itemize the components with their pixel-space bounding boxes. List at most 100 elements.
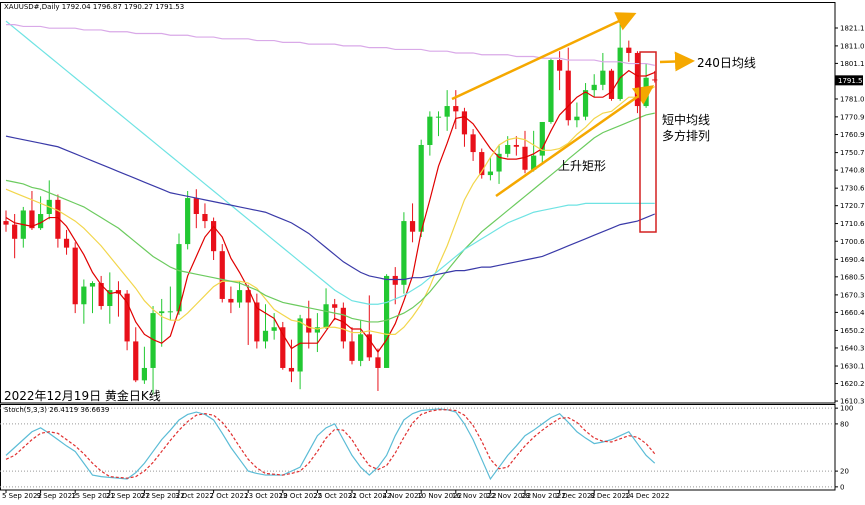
x-tick-label: 27 Sep 2022 bbox=[140, 492, 184, 500]
x-tick-label: 5 Sep 2022 bbox=[2, 492, 42, 500]
stoch-title: Stoch(5,3,3) 26.4119 36.6639 bbox=[4, 406, 109, 414]
candle-body bbox=[297, 318, 303, 372]
y-tick-label: 80 bbox=[840, 420, 849, 428]
annotation: 上升矩形 bbox=[558, 159, 606, 173]
candle-body bbox=[323, 304, 329, 328]
candle-body bbox=[401, 221, 407, 285]
candle-body bbox=[617, 47, 623, 99]
candle-body bbox=[211, 221, 217, 252]
y-tick-label: 1620.20 bbox=[840, 380, 865, 388]
candle-body bbox=[634, 52, 641, 107]
stoch-plot bbox=[0, 407, 835, 488]
line-series bbox=[5, 20, 655, 305]
candle-body bbox=[487, 171, 493, 176]
y-tick-label: 1690.40 bbox=[840, 256, 865, 264]
candle-body bbox=[513, 144, 519, 147]
x-tick-label: 3 Oct 2022 bbox=[175, 492, 214, 500]
candle-body bbox=[55, 199, 61, 239]
candle-body bbox=[626, 47, 632, 53]
x-tick-label: 28 Nov 2022 bbox=[521, 492, 566, 500]
upper-channel-arrow bbox=[451, 12, 637, 101]
y-tick-label: 1770.90 bbox=[840, 113, 865, 121]
candle-body bbox=[582, 90, 589, 117]
candle-body bbox=[262, 330, 269, 342]
candle-body bbox=[565, 70, 571, 121]
candle-body bbox=[89, 283, 96, 287]
candle-body bbox=[314, 327, 320, 333]
y-tick-label: 1811.00 bbox=[840, 42, 865, 50]
line-series bbox=[5, 112, 655, 323]
highlight-box bbox=[639, 51, 657, 233]
candle-body bbox=[384, 275, 390, 368]
candle-body bbox=[63, 238, 70, 248]
candle-body bbox=[539, 121, 545, 156]
y-tick-label: 1730.60 bbox=[840, 185, 865, 193]
candle-body bbox=[306, 318, 312, 333]
main-panel-frame bbox=[0, 2, 836, 404]
x-tick-label: 31 Oct 2022 bbox=[348, 492, 391, 500]
line-series bbox=[5, 135, 655, 281]
candle-body bbox=[531, 155, 537, 170]
y-tick-label: 1680.50 bbox=[840, 273, 865, 281]
candle-body bbox=[29, 210, 35, 229]
candle-body bbox=[600, 70, 606, 85]
annotation: 短中均线 bbox=[662, 112, 710, 127]
candle-body bbox=[418, 144, 424, 232]
y-tick-label: 1660.40 bbox=[840, 309, 865, 317]
candle-body bbox=[392, 275, 398, 285]
candle-body bbox=[505, 144, 511, 154]
candle-body bbox=[427, 116, 433, 145]
current-price-box bbox=[835, 75, 863, 86]
stoch-panel-frame bbox=[0, 404, 836, 491]
candle-body bbox=[202, 214, 208, 222]
candle-body bbox=[81, 286, 87, 305]
y-tick-label: 1760.90 bbox=[840, 131, 865, 139]
y-tick-label: 1781.00 bbox=[840, 95, 865, 103]
candle-body bbox=[167, 311, 173, 313]
annotation: 2022年12月19日 黄金日K线 bbox=[4, 388, 161, 403]
x-tick-label: 15 Sep 2022 bbox=[71, 492, 115, 500]
x-tick-label: 2 Dec 2022 bbox=[556, 492, 596, 500]
y-tick-label: 1740.80 bbox=[840, 167, 865, 175]
candle-body bbox=[435, 116, 442, 118]
y-tick-label: 1700.60 bbox=[840, 238, 865, 246]
candle-body bbox=[340, 307, 346, 342]
candle-body bbox=[271, 327, 277, 331]
y-tick-label: 20 bbox=[840, 468, 849, 476]
candle-body bbox=[470, 134, 476, 153]
ma240-arrow bbox=[659, 51, 695, 72]
candle-body bbox=[453, 106, 459, 112]
candle-body bbox=[150, 313, 156, 368]
candle-body bbox=[107, 290, 113, 307]
candle-body bbox=[72, 247, 78, 305]
candle-body bbox=[332, 304, 338, 308]
candle-body bbox=[349, 341, 355, 361]
y-tick-label: 1720.70 bbox=[840, 202, 865, 210]
candle-body bbox=[280, 327, 286, 368]
y-tick-label: 0 bbox=[840, 483, 844, 491]
x-tick-label: 7 Oct 2022 bbox=[210, 492, 249, 500]
candle-body bbox=[3, 221, 9, 225]
candle-body bbox=[652, 79, 658, 81]
y-tick-label: 1610.30 bbox=[840, 398, 865, 406]
x-tick-label: 21 Sep 2022 bbox=[106, 492, 150, 500]
line-series bbox=[6, 24, 655, 66]
candle-body bbox=[12, 224, 18, 239]
annotation: 240日均线 bbox=[697, 56, 756, 70]
axes: 1821.10 1811.00 1801.10 1781.00 1770.90 1760.… bbox=[2, 25, 865, 500]
y-tick-label: 100 bbox=[840, 405, 853, 413]
x-tick-label: 16 Nov 2022 bbox=[452, 492, 497, 500]
candle-body bbox=[358, 334, 364, 361]
candle-body bbox=[548, 60, 554, 122]
candle-body bbox=[574, 116, 580, 121]
chart-title: XAUUSD#,Daily 1792.04 1796.87 1790.27 17… bbox=[4, 3, 184, 11]
x-tick-label: 9 Sep 2022 bbox=[37, 492, 77, 500]
annotation-shapes bbox=[451, 12, 695, 233]
candle-body bbox=[124, 293, 130, 342]
x-tick-label: 22 Nov 2022 bbox=[486, 492, 531, 500]
candle-body bbox=[236, 290, 243, 303]
y-tick-label: 1821.10 bbox=[840, 25, 865, 33]
candle-body bbox=[133, 341, 139, 381]
candle-body bbox=[176, 244, 182, 312]
